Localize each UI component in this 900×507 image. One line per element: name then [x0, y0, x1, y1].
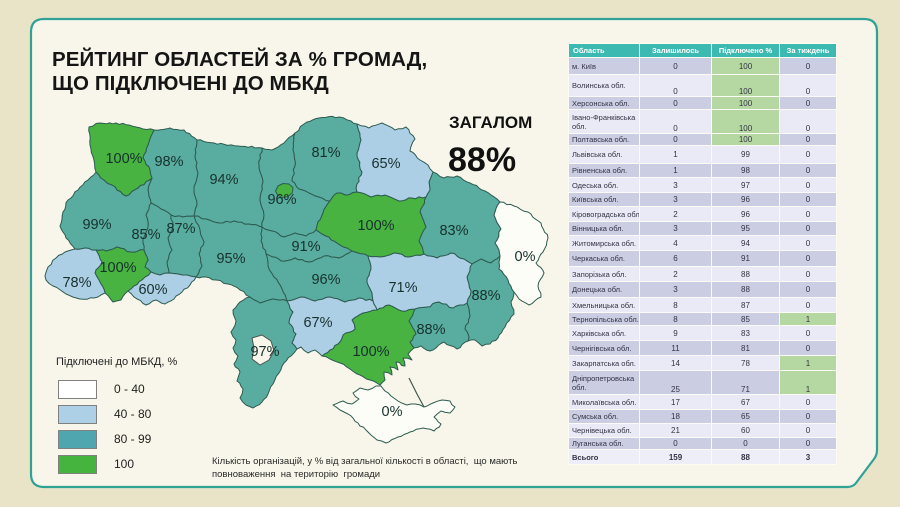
svg-text:0%: 0%: [515, 249, 536, 265]
svg-text:94%: 94%: [209, 172, 238, 188]
svg-text:96%: 96%: [267, 192, 296, 208]
svg-text:85%: 85%: [131, 227, 160, 243]
svg-text:88%: 88%: [471, 288, 500, 304]
svg-text:65%: 65%: [371, 156, 400, 172]
svg-text:71%: 71%: [388, 280, 417, 296]
svg-text:60%: 60%: [138, 282, 167, 298]
svg-text:97%: 97%: [250, 344, 279, 360]
svg-text:99%: 99%: [82, 217, 111, 233]
svg-text:100%: 100%: [105, 151, 142, 167]
svg-text:91%: 91%: [291, 239, 320, 255]
svg-text:95%: 95%: [216, 251, 245, 267]
svg-text:78%: 78%: [62, 275, 91, 291]
svg-text:100%: 100%: [99, 260, 136, 276]
svg-text:67%: 67%: [303, 315, 332, 331]
svg-text:83%: 83%: [439, 223, 468, 239]
svg-text:88%: 88%: [416, 322, 445, 338]
svg-text:0%: 0%: [382, 404, 403, 420]
svg-text:81%: 81%: [311, 145, 340, 161]
svg-text:100%: 100%: [357, 218, 394, 234]
svg-text:96%: 96%: [311, 272, 340, 288]
svg-text:100%: 100%: [352, 344, 389, 360]
svg-text:87%: 87%: [166, 221, 195, 237]
svg-text:98%: 98%: [154, 154, 183, 170]
